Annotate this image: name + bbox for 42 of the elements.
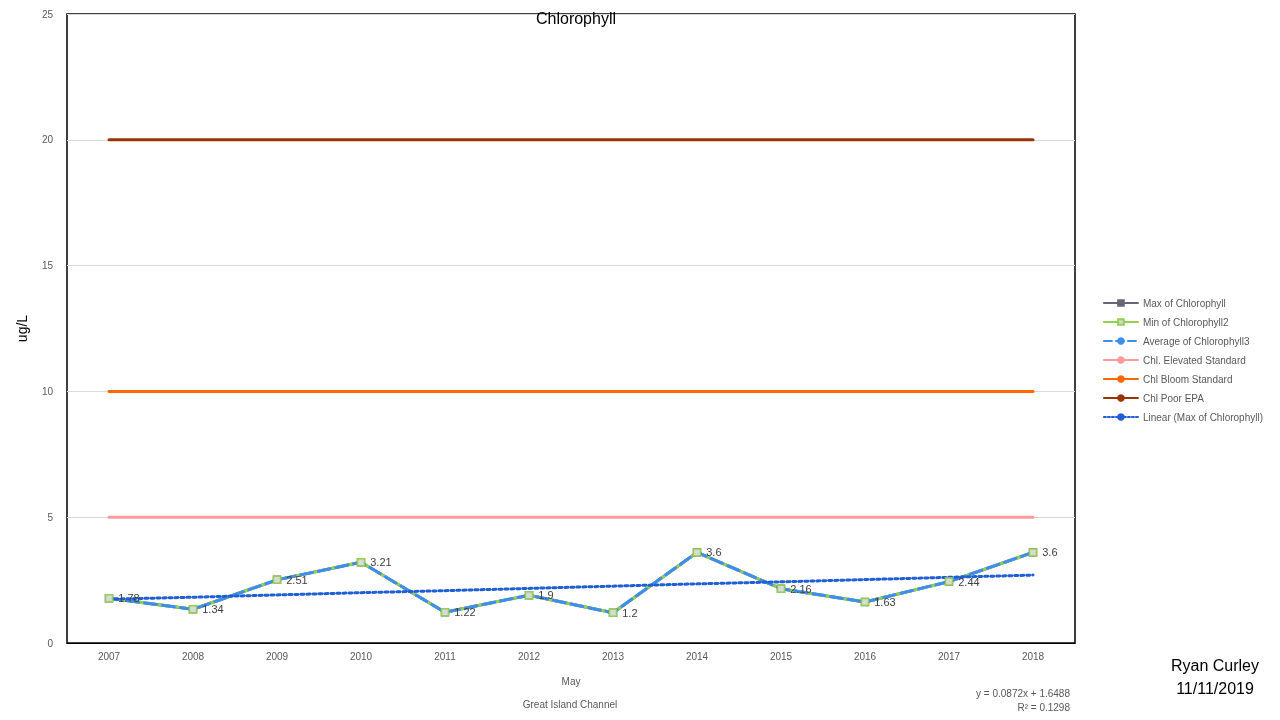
x-tick-label: 2013 [601,650,625,662]
legend-label: Max of Chlorophyll [1142,297,1226,309]
y-tick-label: 5 [47,511,54,523]
data-label: 3.6 [1042,546,1058,559]
data-label: 1.2 [622,606,638,619]
x-tick-label: 2010 [349,650,373,662]
data-label: 3.6 [706,546,722,559]
x-axis-title: May [561,675,581,687]
y-axis-title: ug/L [14,314,30,343]
data-label: 1.34 [202,603,224,616]
legend-label: Chl Poor EPA [1142,392,1205,404]
x-tick-label: 2007 [97,650,121,662]
text: Great Island Channel [522,698,618,710]
legend-label: Average of Chlorophyll3 [1142,335,1250,347]
x-tick-label: 2014 [685,650,709,662]
legend-label: Chl Bloom Standard [1142,373,1233,385]
x-tick-label: 2015 [769,650,793,662]
chart-title: Chlorophyll [535,9,617,27]
data-label: 3.21 [370,556,392,569]
data-label: 2.51 [286,573,308,586]
y-tick-label: 20 [41,134,54,146]
x-tick-label: 2009 [265,650,289,662]
text: R² = 0.1298 [1017,701,1071,713]
text: Ryan Curley [1170,656,1260,674]
data-label: 1.63 [874,595,896,608]
y-tick-label: 15 [41,260,54,272]
data-label: 2.44 [958,575,980,588]
legend-label: Min of Chlorophyll2 [1142,316,1229,328]
y-tick-label: 10 [41,385,54,397]
legend-label: Linear (Max of Chlorophyll) [1142,411,1264,423]
text: 11/11/2019 [1176,679,1254,697]
x-tick-label: 2017 [937,650,961,662]
legend-label: Chl. Elevated Standard [1142,354,1246,366]
x-tick-label: 2012 [517,650,541,662]
x-tick-label: 2016 [853,650,877,662]
y-tick-label: 25 [41,8,54,20]
data-label: 1.22 [454,606,476,619]
y-tick-label: 0 [47,637,54,649]
x-tick-label: 2011 [434,650,457,662]
x-tick-label: 2018 [1021,650,1045,662]
x-tick-label: 2008 [181,650,205,662]
text: y = 0.0872x + 1.6488 [976,687,1071,699]
